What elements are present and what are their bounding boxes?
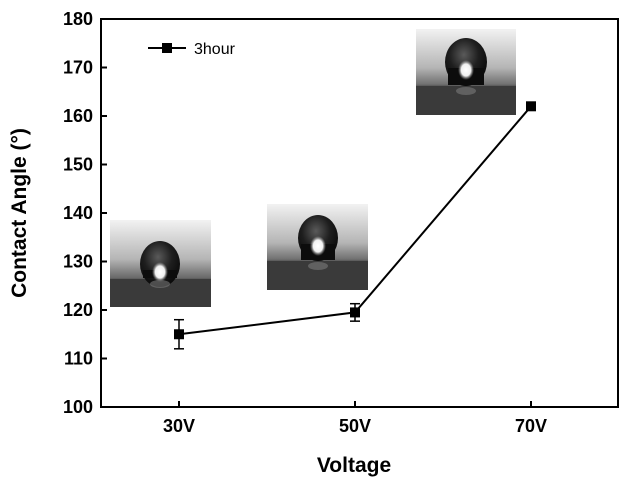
y-tick-label: 130 [63, 252, 93, 272]
y-tick-label: 170 [63, 58, 93, 78]
x-axis: 30V 50V 70V [163, 401, 547, 436]
droplet-inset-30v [110, 220, 211, 307]
y-axis: 100 110 120 130 140 150 160 170 180 [63, 9, 107, 417]
droplet-reflection [150, 280, 170, 288]
series-3hour [174, 101, 536, 350]
data-point-50v [350, 307, 360, 318]
y-tick-label: 140 [63, 203, 93, 223]
x-tick-label: 30V [163, 416, 195, 436]
droplet-highlight [458, 60, 474, 80]
droplet-highlight [310, 236, 326, 256]
data-point-70v [526, 101, 536, 112]
data-point-30v [174, 329, 184, 340]
legend-marker-swatch [162, 43, 172, 53]
droplet-inset-70v [416, 29, 516, 115]
droplet-insets [110, 29, 516, 307]
droplet-highlight [152, 262, 168, 282]
x-tick-label: 50V [339, 416, 371, 436]
droplet-inset-50v [267, 204, 368, 290]
legend-label: 3hour [194, 41, 236, 58]
x-tick-label: 70V [515, 416, 547, 436]
droplet-reflection [456, 87, 476, 95]
droplet-reflection [308, 262, 328, 270]
y-tick-label: 160 [63, 106, 93, 126]
y-tick-label: 180 [63, 9, 93, 29]
y-tick-label: 150 [63, 155, 93, 175]
y-tick-label: 100 [63, 397, 93, 417]
y-axis-title: Contact Angle (°) [8, 128, 31, 298]
y-tick-label: 110 [64, 349, 93, 369]
legend: 3hour [148, 41, 236, 58]
y-tick-label: 120 [63, 300, 93, 320]
x-axis-title: Voltage [317, 454, 391, 477]
